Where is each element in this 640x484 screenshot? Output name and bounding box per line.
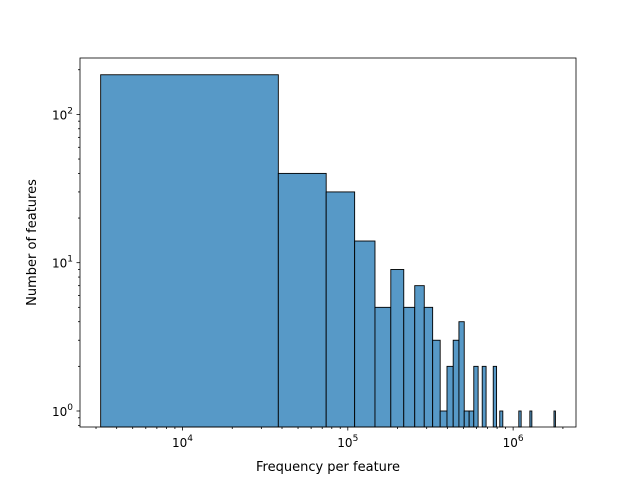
x-tick-label: 104: [172, 434, 193, 450]
x-tick-label: 105: [337, 434, 358, 450]
histogram-bar: [277, 172, 327, 428]
histogram-bar: [468, 410, 475, 428]
y-tick-label: 100: [52, 403, 73, 419]
y-axis-label: Number of features: [25, 179, 40, 306]
histogram-bar: [529, 410, 533, 428]
histogram-bar: [403, 306, 416, 428]
histogram-bar: [446, 365, 454, 428]
histogram-bar: [414, 285, 425, 428]
axes-frame: [79, 57, 577, 428]
histogram-bar: [473, 365, 479, 428]
histogram-bar: [458, 321, 465, 428]
y-tick-label: 102: [52, 106, 73, 122]
histogram-bar: [423, 306, 434, 428]
histogram-bar: [499, 410, 504, 428]
histogram-bar: [439, 410, 448, 428]
histogram-bar: [100, 74, 279, 428]
x-axis-label: Frequency per feature: [256, 460, 400, 475]
histogram-bar: [432, 339, 441, 428]
y-ticks: 100 101 102: [52, 69, 80, 426]
bars-group: [100, 74, 556, 428]
histogram-bar: [481, 365, 487, 428]
histogram-bar: [374, 306, 392, 428]
histogram-bar: [492, 365, 498, 428]
histogram-bar: [518, 410, 522, 428]
y-tick-label: 101: [52, 255, 73, 271]
histogram-bar: [553, 410, 556, 428]
histogram-bar: [325, 191, 356, 428]
x-tick-label: 106: [503, 434, 524, 450]
histogram-bar: [452, 339, 460, 428]
histogram-bar: [390, 269, 405, 428]
histogram-bar: [463, 410, 470, 428]
histogram-bar: [354, 240, 376, 428]
x-ticks: 104 105 106: [95, 427, 564, 450]
